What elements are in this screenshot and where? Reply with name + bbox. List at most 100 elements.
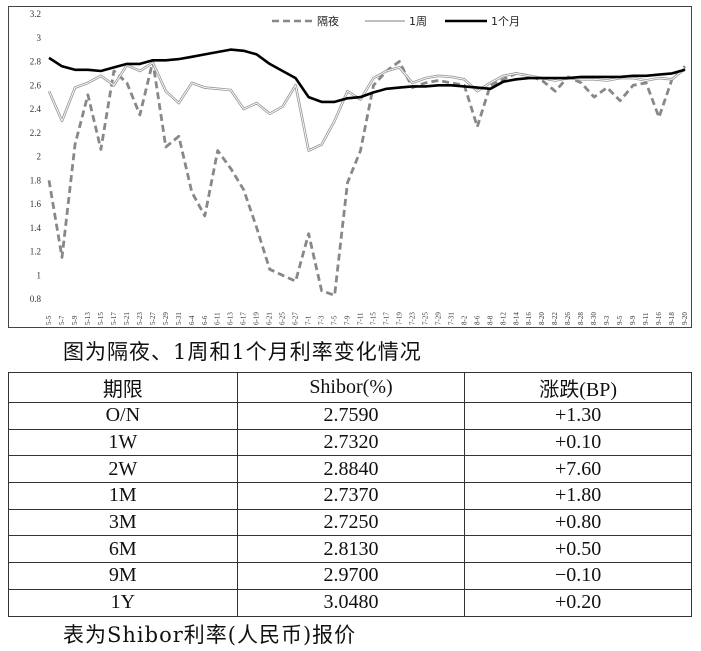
series-layer: [47, 48, 686, 297]
x-tick-label: 7-29: [434, 312, 442, 325]
cell-change: +0.80: [464, 508, 692, 537]
chart-frame: 3.2 3 2.8 2.6 2.4 2.2 2 1.8 1.6 1.4 1.2 1 0.8 5-5 5-7…: [8, 6, 692, 328]
x-tick-label: 6-11: [214, 312, 222, 325]
cell-term: 1M: [8, 482, 238, 510]
x-tick-label: 5-31: [175, 312, 183, 325]
x-tick-label: 9-3: [603, 315, 611, 325]
legend-label-week: 1周: [409, 15, 427, 28]
x-tick-label: 6-27: [292, 312, 300, 325]
x-tick-label: 5-27: [149, 312, 157, 325]
x-tick-label: 8-14: [512, 312, 520, 325]
x-tick-label: 8-30: [590, 312, 598, 325]
cell-rate: 3.0480: [236, 588, 466, 617]
x-tick-label: 7-1: [305, 315, 313, 325]
cell-rate: 2.7370: [236, 482, 466, 510]
legend-label-month: 1个月: [491, 15, 520, 28]
y-tick-label: 1.6: [30, 199, 42, 209]
cell-change: +0.10: [464, 428, 692, 457]
cell-change: +7.60: [464, 455, 692, 484]
y-tick-label: 2.8: [30, 57, 42, 67]
cell-term: 1Y: [8, 588, 238, 617]
table-row: 3M 2.7250 +0.80: [8, 508, 692, 537]
header-term: 期限: [8, 372, 238, 403]
x-tick-label: 5-17: [110, 312, 118, 325]
x-tick-label: 7-3: [318, 315, 326, 325]
x-tick-label: 8-22: [551, 312, 559, 325]
x-tick-label: 8-28: [577, 312, 585, 325]
x-tick-label: 6-13: [227, 312, 235, 325]
x-tick-label: 7-25: [421, 312, 429, 325]
x-tick-label: 6-19: [253, 312, 261, 325]
x-tick-label: 5-23: [136, 312, 144, 325]
x-tick-label: 9-18: [668, 312, 676, 325]
x-tick-label: 6-6: [201, 315, 209, 325]
table-row: O/N 2.7590 +1.30: [8, 402, 692, 430]
x-tick-label: 8-26: [564, 312, 572, 325]
x-tick-label: 9-5: [616, 315, 624, 325]
cell-rate: 2.8130: [236, 535, 466, 564]
chart-caption: 图为隔夜、1周和1个月利率变化情况: [63, 340, 422, 364]
x-tick-label: 6-17: [240, 312, 248, 325]
y-tick-label: 2.2: [30, 128, 41, 138]
x-tick-label: 9-11: [642, 312, 650, 325]
cell-term: 9M: [8, 562, 238, 590]
x-tick-label: 8-2: [460, 315, 468, 325]
cell-rate: 2.7320: [236, 428, 466, 457]
x-tick-label: 9-16: [655, 312, 663, 325]
table-caption: 表为Shibor利率(人民币)报价: [63, 623, 357, 647]
cell-change: +1.30: [464, 402, 692, 430]
cell-change: −0.10: [464, 562, 692, 590]
y-tick-label: 2: [37, 152, 42, 162]
x-tick-label: 7-23: [408, 312, 416, 325]
x-tick-label: 6-21: [266, 312, 274, 325]
table-row: 1Y 3.0480 +0.20: [8, 588, 692, 617]
x-tick-label: 9-9: [629, 315, 637, 325]
x-tick-label: 8-12: [499, 312, 507, 325]
cell-rate: 2.9700: [236, 562, 466, 590]
y-tick-label: 2.4: [30, 104, 42, 114]
y-tick-label: 1.8: [30, 175, 42, 185]
x-tick-label: 5-29: [162, 312, 170, 325]
y-axis-labels: 3.2 3 2.8 2.6 2.4 2.2 2 1.8 1.6 1.4 1.2 1 0.8: [30, 9, 42, 304]
cell-term: 6M: [8, 535, 238, 564]
header-rate: Shibor(%): [236, 372, 466, 403]
table-header-row: 期限 Shibor(%) 涨跌(BP): [8, 372, 692, 403]
x-axis-labels: 5-5 5-7 5-9 5-13 5-15 5-17 5-21 5-23 5-27 5-29 5-3…: [45, 312, 689, 325]
x-tick-label: 8-16: [525, 312, 533, 325]
cell-rate: 2.7590: [236, 402, 466, 430]
x-tick-label: 8-6: [473, 315, 481, 325]
cell-term: 3M: [8, 508, 238, 537]
y-tick-label: 2.6: [30, 80, 42, 90]
x-tick-label: 7-31: [447, 312, 455, 325]
table-row: 9M 2.9700 −0.10: [8, 562, 692, 590]
line-chart: 3.2 3 2.8 2.6 2.4 2.2 2 1.8 1.6 1.4 1.2 1 0.8 5-5 5-7…: [30, 9, 689, 325]
table-row: 1M 2.7370 +1.80: [8, 482, 692, 510]
series-overnight-line: [47, 60, 686, 297]
x-tick-label: 5-15: [97, 312, 105, 325]
x-tick-label: 5-7: [58, 315, 66, 325]
x-tick-label: 7-15: [369, 312, 377, 325]
shibor-rate-table: 期限 Shibor(%) 涨跌(BP) O/N 2.7590 +1.30 1W …: [8, 372, 692, 617]
x-tick-label: 7-9: [344, 315, 352, 325]
x-tick-label: 5-9: [71, 315, 79, 325]
x-tick-label: 7-11: [357, 312, 365, 325]
series-week-line: [48, 62, 686, 152]
table-row: 1W 2.7320 +0.10: [8, 428, 692, 457]
x-tick-label: 7-19: [395, 312, 403, 325]
table-row: 2W 2.8840 +7.60: [8, 455, 692, 484]
chart-legend: 隔夜 1周 1个月: [272, 14, 520, 28]
y-tick-label: 3.2: [30, 9, 41, 19]
cell-term: O/N: [8, 402, 238, 430]
cell-change: +0.50: [464, 535, 692, 564]
legend-label-overnight: 隔夜: [317, 14, 339, 28]
x-tick-label: 7-17: [382, 312, 390, 325]
header-change: 涨跌(BP): [464, 372, 692, 403]
x-tick-label: 8-20: [538, 312, 546, 325]
cell-rate: 2.8840: [236, 455, 466, 484]
table-row: 6M 2.8130 +0.50: [8, 535, 692, 564]
cell-change: +0.20: [464, 588, 692, 617]
x-tick-label: 5-21: [123, 312, 131, 325]
y-tick-label: 1: [37, 270, 42, 280]
y-tick-label: 1.2: [30, 247, 41, 257]
series-month-line: [48, 48, 686, 104]
